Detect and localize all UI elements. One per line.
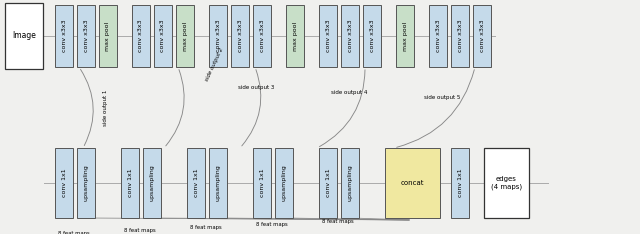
Text: side output 3: side output 3	[237, 85, 274, 90]
Text: conv x3x3: conv x3x3	[61, 20, 67, 52]
Text: max pool: max pool	[403, 21, 408, 51]
FancyBboxPatch shape	[286, 5, 304, 67]
Text: conv 1x1: conv 1x1	[127, 169, 132, 197]
Text: upsampling: upsampling	[216, 165, 221, 201]
FancyBboxPatch shape	[176, 5, 194, 67]
FancyBboxPatch shape	[429, 5, 447, 67]
FancyBboxPatch shape	[341, 5, 359, 67]
Text: conv x3x3: conv x3x3	[435, 20, 440, 52]
FancyBboxPatch shape	[99, 5, 117, 67]
FancyBboxPatch shape	[231, 5, 249, 67]
FancyBboxPatch shape	[253, 5, 271, 67]
Text: max pool: max pool	[292, 21, 298, 51]
FancyBboxPatch shape	[5, 3, 43, 69]
Text: upsampling: upsampling	[83, 165, 88, 201]
FancyBboxPatch shape	[385, 148, 440, 218]
FancyBboxPatch shape	[121, 148, 139, 218]
Text: conv x3x3: conv x3x3	[326, 20, 330, 52]
Text: upsampling: upsampling	[282, 165, 287, 201]
Text: side output 5: side output 5	[424, 95, 461, 100]
Text: 8 feat maps: 8 feat maps	[124, 228, 156, 233]
Text: 8 feat maps: 8 feat maps	[190, 225, 221, 230]
FancyBboxPatch shape	[154, 5, 172, 67]
FancyBboxPatch shape	[451, 5, 469, 67]
Text: Image: Image	[12, 32, 36, 40]
FancyBboxPatch shape	[341, 148, 359, 218]
Text: conv x3x3: conv x3x3	[161, 20, 166, 52]
Text: side output 1: side output 1	[103, 89, 108, 126]
Text: 8 feat maps: 8 feat maps	[58, 231, 90, 234]
Text: conv 1x1: conv 1x1	[458, 169, 463, 197]
Text: conv 1x1: conv 1x1	[259, 169, 264, 197]
FancyBboxPatch shape	[253, 148, 271, 218]
FancyBboxPatch shape	[143, 148, 161, 218]
Text: max pool: max pool	[182, 21, 188, 51]
FancyBboxPatch shape	[451, 148, 469, 218]
FancyBboxPatch shape	[473, 5, 491, 67]
FancyBboxPatch shape	[319, 5, 337, 67]
FancyBboxPatch shape	[77, 5, 95, 67]
Text: conv x3x3: conv x3x3	[259, 20, 264, 52]
Text: conv x3x3: conv x3x3	[138, 20, 143, 52]
FancyBboxPatch shape	[319, 148, 337, 218]
FancyBboxPatch shape	[363, 5, 381, 67]
Text: conv 1x1: conv 1x1	[193, 169, 198, 197]
FancyBboxPatch shape	[209, 5, 227, 67]
Text: conv 1x1: conv 1x1	[326, 169, 330, 197]
FancyBboxPatch shape	[77, 148, 95, 218]
Text: conv x3x3: conv x3x3	[479, 20, 484, 52]
Text: 8 feat maps: 8 feat maps	[256, 222, 288, 227]
FancyBboxPatch shape	[55, 148, 73, 218]
Text: conv 1x1: conv 1x1	[61, 169, 67, 197]
Text: side output 2: side output 2	[204, 47, 224, 82]
Text: 8 feat maps: 8 feat maps	[322, 219, 354, 224]
FancyBboxPatch shape	[275, 148, 293, 218]
Text: upsampling: upsampling	[150, 165, 154, 201]
FancyBboxPatch shape	[55, 5, 73, 67]
FancyBboxPatch shape	[187, 148, 205, 218]
FancyBboxPatch shape	[132, 5, 150, 67]
Text: side output 4: side output 4	[331, 90, 367, 95]
Text: conv x3x3: conv x3x3	[83, 20, 88, 52]
Text: conv x3x3: conv x3x3	[237, 20, 243, 52]
FancyBboxPatch shape	[396, 5, 414, 67]
Text: conv x3x3: conv x3x3	[369, 20, 374, 52]
Text: upsampling: upsampling	[348, 165, 353, 201]
Text: concat: concat	[401, 180, 424, 186]
FancyBboxPatch shape	[484, 148, 529, 218]
Text: max pool: max pool	[106, 21, 111, 51]
Text: conv x3x3: conv x3x3	[458, 20, 463, 52]
Text: edges
(4 maps): edges (4 maps)	[491, 176, 522, 190]
FancyBboxPatch shape	[209, 148, 227, 218]
Text: conv x3x3: conv x3x3	[216, 20, 221, 52]
Text: conv x3x3: conv x3x3	[348, 20, 353, 52]
